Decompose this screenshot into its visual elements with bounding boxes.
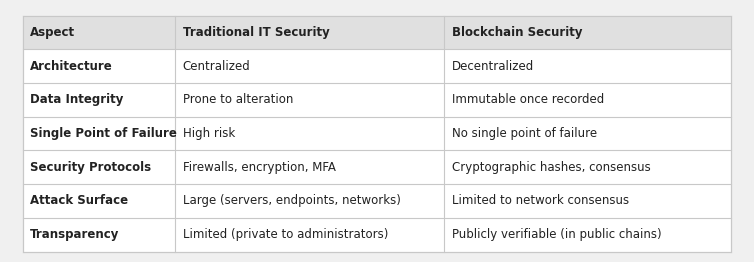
Text: Firewalls, encryption, MFA: Firewalls, encryption, MFA (182, 161, 336, 174)
Text: Data Integrity: Data Integrity (30, 94, 124, 106)
Text: Prone to alteration: Prone to alteration (182, 94, 293, 106)
Text: High risk: High risk (182, 127, 234, 140)
Text: Publicly verifiable (in public chains): Publicly verifiable (in public chains) (452, 228, 661, 241)
Text: Single Point of Failure: Single Point of Failure (30, 127, 177, 140)
Text: Immutable once recorded: Immutable once recorded (452, 94, 604, 106)
Text: Aspect: Aspect (30, 26, 75, 39)
Text: Centralized: Centralized (182, 60, 250, 73)
Text: Limited to network consensus: Limited to network consensus (452, 194, 629, 208)
Text: Architecture: Architecture (30, 60, 113, 73)
Text: Decentralized: Decentralized (452, 60, 534, 73)
Text: Security Protocols: Security Protocols (30, 161, 152, 174)
Bar (23, 16, 731, 50)
Text: Traditional IT Security: Traditional IT Security (182, 26, 329, 39)
Text: Attack Surface: Attack Surface (30, 194, 128, 208)
Text: No single point of failure: No single point of failure (452, 127, 597, 140)
Text: Transparency: Transparency (30, 228, 120, 241)
Text: Limited (private to administrators): Limited (private to administrators) (182, 228, 388, 241)
Text: Large (servers, endpoints, networks): Large (servers, endpoints, networks) (182, 194, 400, 208)
Text: Cryptographic hashes, consensus: Cryptographic hashes, consensus (452, 161, 651, 174)
Bar (23, 16, 731, 252)
Text: Blockchain Security: Blockchain Security (452, 26, 582, 39)
